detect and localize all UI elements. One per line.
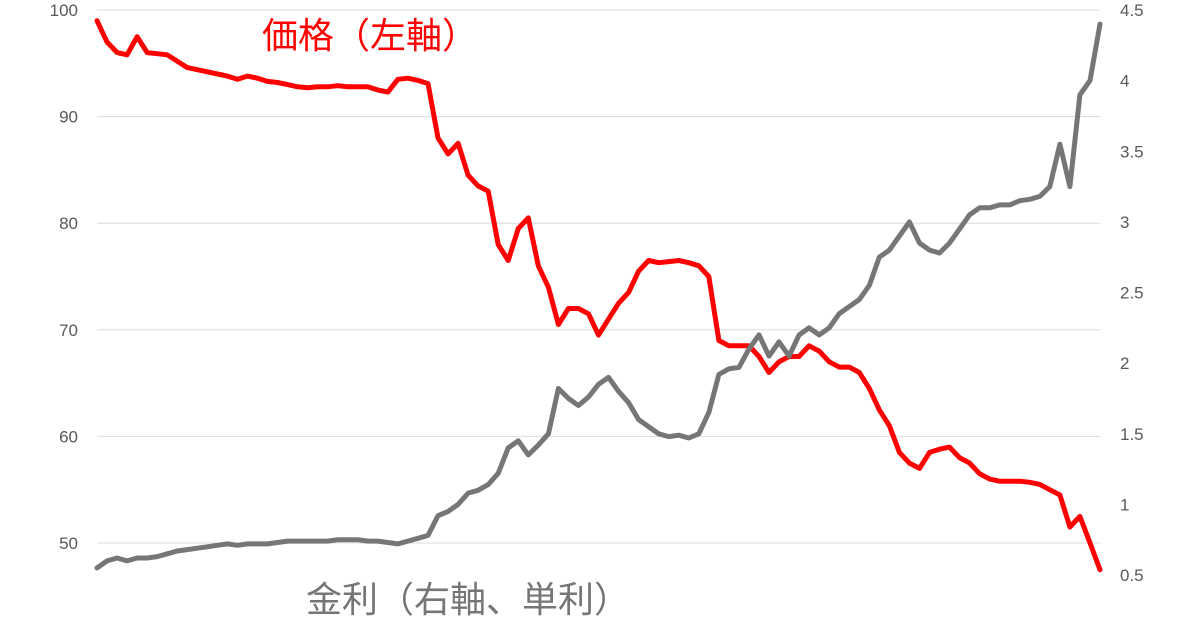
right-tick-label: 1 [1120, 495, 1129, 514]
series-lines [94, 18, 1103, 573]
right-tick-label: 3.5 [1120, 142, 1144, 161]
right-tick-label: 4 [1120, 72, 1129, 91]
left-tick-label: 90 [59, 108, 78, 127]
left-tick-label: 50 [59, 534, 78, 553]
rate-series-line [94, 21, 1103, 571]
gridlines [97, 9, 1100, 544]
left-tick-label: 100 [50, 1, 78, 20]
right-tick-label: 2 [1120, 354, 1129, 373]
right-tick-label: 2.5 [1120, 284, 1144, 303]
right-tick-label: 0.5 [1120, 566, 1144, 585]
price-series-label: 価格（左軸） [262, 16, 478, 57]
right-tick-label: 4.5 [1120, 1, 1144, 20]
left-tick-label: 80 [59, 214, 78, 233]
right-tick-label: 1.5 [1120, 425, 1144, 444]
rate-series-label: 金利（右軸、単利） [306, 580, 630, 621]
right-tick-label: 3 [1120, 213, 1129, 232]
left-tick-label: 70 [59, 321, 78, 340]
right-axis-ticks: 4.5 4 3.5 3 2.5 2 1.5 1 0.5 [1120, 1, 1144, 585]
price-series-line [94, 18, 1103, 573]
left-axis-ticks: 100 90 80 70 60 50 [50, 1, 78, 553]
left-tick-label: 60 [59, 427, 78, 446]
